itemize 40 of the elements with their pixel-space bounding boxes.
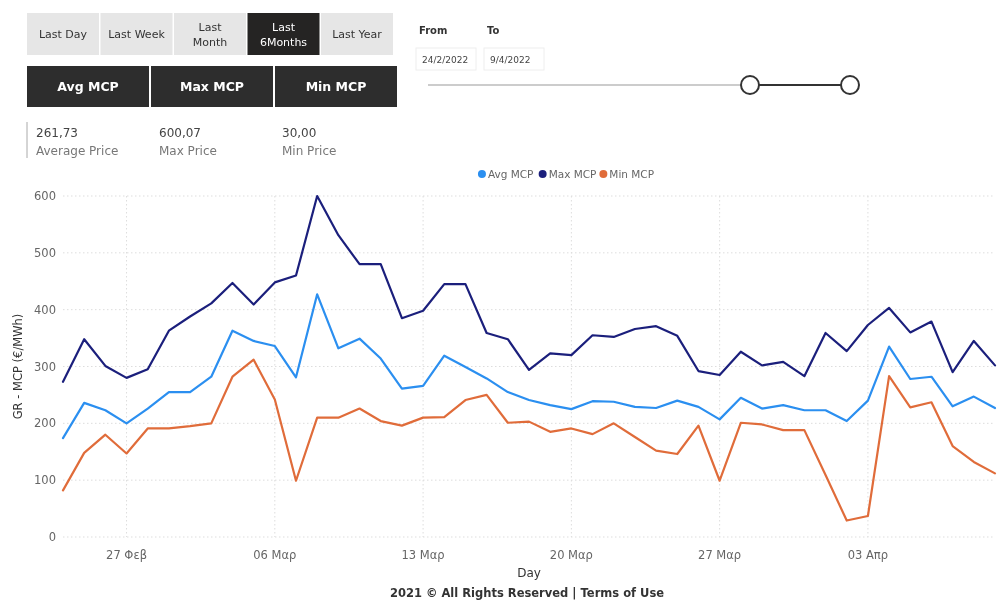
- text: 261,73: [36, 126, 78, 140]
- text: Last Year: [332, 28, 383, 41]
- text: Max MCP: [179, 79, 245, 94]
- text: Average Price: [36, 144, 119, 158]
- text: 24/2/2022: [422, 55, 469, 65]
- line-series: [61, 358, 997, 522]
- y-tick-label: 100: [34, 473, 56, 488]
- y-tick-label: 0: [48, 530, 56, 544]
- text: 2021 © All Rights Reserved | Terms of Use: [389, 586, 665, 600]
- y-tick-label: 300: [34, 359, 56, 374]
- x-tick-label: 27 Φεβ: [106, 548, 147, 562]
- text: 9/4/2022: [490, 55, 531, 65]
- legend-label: Min MCP: [609, 168, 655, 180]
- text: From: [419, 25, 448, 36]
- text: Min MCP: [305, 79, 367, 94]
- text: 600,07: [159, 126, 201, 140]
- text: Last Day: [38, 28, 88, 41]
- x-tick-label: 20 Μαρ: [549, 548, 593, 562]
- x-tick-label: 27 Μαρ: [698, 548, 742, 562]
- line-series: [61, 194, 997, 383]
- y-axis-title: GR - MCP (€/MWh): [11, 313, 25, 420]
- y-tick-label: 200: [34, 416, 56, 431]
- y-tick-label: 500: [34, 245, 56, 260]
- x-axis-title: Day: [517, 566, 541, 580]
- text: Last Month: [192, 20, 228, 49]
- text: Avg MCP: [57, 79, 119, 94]
- text: Last 6Months: [259, 20, 308, 49]
- text: Max Price: [159, 144, 217, 158]
- y-tick-label: 600: [34, 189, 56, 203]
- text: To: [487, 25, 500, 36]
- y-tick-label: 400: [34, 302, 56, 317]
- line-series: [61, 293, 997, 440]
- text: 30,00: [282, 126, 317, 140]
- text: Min Price: [282, 144, 337, 158]
- legend-label: Max MCP: [548, 168, 597, 180]
- x-tick-label: 03 Απρ: [847, 548, 889, 562]
- x-tick-label: 06 Μαρ: [253, 548, 297, 562]
- x-tick-label: 13 Μαρ: [401, 548, 445, 562]
- legend-label: Avg MCP: [487, 168, 534, 180]
- text: Last Week: [108, 28, 166, 41]
